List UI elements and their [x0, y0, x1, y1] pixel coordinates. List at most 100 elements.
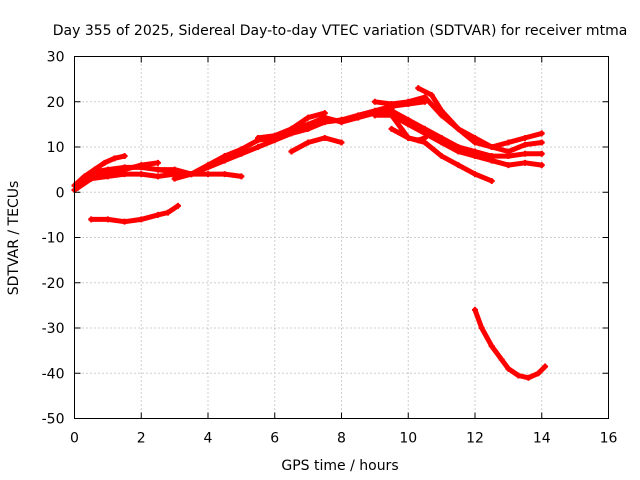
data-point	[171, 166, 178, 173]
y-tick-label: 0	[56, 185, 65, 201]
data-point	[288, 148, 295, 155]
x-tick-label: 2	[137, 431, 146, 447]
x-tick-label: 4	[204, 431, 213, 447]
data-point	[505, 162, 512, 169]
y-tick-label: 30	[47, 50, 65, 66]
data-point	[104, 173, 111, 180]
data-point	[538, 139, 545, 146]
data-point	[421, 139, 428, 146]
data-point	[538, 162, 545, 169]
data-point	[388, 101, 395, 108]
data-point	[154, 166, 161, 173]
data-point	[154, 211, 161, 218]
y-tick-label: -30	[42, 321, 65, 337]
data-point	[472, 306, 478, 313]
data-point	[455, 125, 462, 132]
data-point	[405, 98, 412, 105]
data-point	[121, 164, 128, 171]
x-tick-label: 14	[533, 431, 551, 447]
data-point	[505, 365, 512, 372]
data-point	[121, 171, 128, 178]
series-track-5	[88, 202, 181, 225]
y-axis-label: SDTVAR / TECUs	[6, 181, 22, 296]
data-point	[255, 134, 262, 141]
data-point	[455, 148, 462, 155]
data-point	[221, 171, 228, 178]
data-point	[104, 166, 111, 173]
data-point	[405, 134, 412, 141]
y-tick-label: -40	[42, 366, 65, 382]
data-point	[104, 216, 111, 223]
data-point	[405, 121, 412, 128]
data-point	[205, 162, 211, 169]
data-point	[388, 125, 395, 132]
data-point	[542, 363, 549, 370]
data-point	[238, 146, 245, 153]
series-track-9	[255, 110, 328, 141]
data-point	[101, 159, 108, 166]
y-tick-label: -50	[42, 412, 65, 428]
data-point	[455, 162, 462, 169]
data-point	[388, 112, 395, 119]
data-point	[338, 119, 345, 126]
data-point	[498, 356, 505, 363]
axes: 0 2 4 6 8 10 12 14 16 -50 -40 -30 -20 -10 0 10 20 30	[42, 50, 618, 447]
data-point	[428, 91, 435, 98]
data-point	[174, 202, 181, 209]
data-point	[121, 218, 128, 225]
series-line	[288, 135, 344, 154]
data-point	[338, 139, 345, 146]
data-point	[538, 150, 545, 157]
data-point	[488, 157, 495, 164]
data-point	[271, 132, 278, 139]
data-point	[478, 325, 485, 331]
data-point	[305, 121, 312, 128]
data-point	[438, 153, 445, 160]
data-point	[415, 85, 422, 92]
data-point	[305, 114, 312, 121]
data-point	[138, 164, 145, 171]
data-point	[255, 144, 262, 150]
series-track-16	[472, 306, 549, 381]
data-point	[121, 153, 128, 160]
data-point	[355, 114, 362, 121]
data-point	[522, 150, 529, 157]
data-point	[221, 153, 228, 160]
y-tick-label: 10	[47, 140, 65, 156]
data-point	[154, 159, 161, 166]
data-point	[74, 184, 81, 191]
data-point	[438, 139, 445, 146]
data-point	[522, 141, 529, 148]
data-point	[88, 216, 95, 223]
data-point	[522, 159, 529, 166]
data-point	[538, 130, 545, 137]
y-tick-label: 20	[47, 95, 65, 111]
data-point	[488, 177, 495, 184]
data-point	[488, 144, 495, 150]
data-point	[138, 171, 145, 178]
data-point	[138, 216, 145, 223]
chart-title: Day 355 of 2025, Sidereal Day-to-day VTE…	[53, 23, 628, 39]
data-point	[321, 110, 328, 117]
data-point	[238, 173, 245, 180]
data-point	[522, 134, 529, 141]
data-point	[421, 94, 428, 101]
data-point	[371, 112, 378, 119]
grid-lines	[74, 56, 609, 419]
data-point	[535, 370, 542, 377]
data-point	[525, 374, 532, 381]
series-layer	[71, 85, 549, 381]
x-tick-label: 16	[600, 431, 618, 447]
data-point	[515, 372, 522, 379]
data-point	[111, 155, 118, 162]
x-tick-label: 0	[70, 431, 79, 447]
data-point	[472, 153, 478, 160]
data-point	[288, 125, 295, 132]
data-point	[321, 134, 328, 141]
data-point	[188, 171, 195, 178]
data-point	[472, 171, 478, 178]
y-tick-label: -20	[42, 276, 65, 292]
data-point	[154, 173, 161, 180]
data-point	[398, 125, 405, 132]
